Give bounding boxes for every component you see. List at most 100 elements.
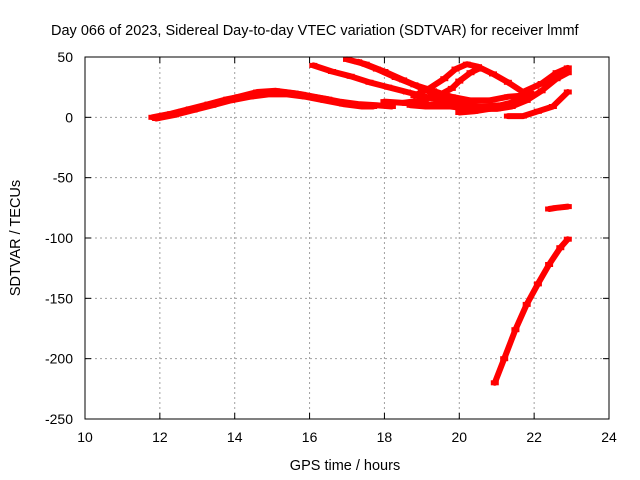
data-point [197, 104, 205, 109]
data-point [522, 97, 531, 103]
series-line [407, 102, 455, 110]
series-track-14 [490, 236, 572, 386]
data-point [417, 97, 426, 103]
data-point [548, 104, 557, 109]
data-point [410, 93, 419, 99]
data-point [339, 101, 348, 107]
data-point [358, 104, 366, 109]
x-tick-label: 10 [77, 429, 93, 445]
data-point [410, 82, 419, 88]
data-point [425, 85, 434, 91]
data-point [455, 78, 464, 84]
data-point [447, 94, 456, 100]
data-point [215, 99, 224, 105]
data-point [511, 327, 520, 333]
data-point [474, 64, 482, 70]
x-tick-label: 24 [601, 429, 617, 445]
x-tick-labels: 10 12 14 16 18 20 22 24 [77, 429, 617, 445]
data-point [500, 356, 509, 362]
data-point [354, 59, 363, 65]
data-point [264, 91, 273, 97]
data-point [309, 62, 318, 68]
data-point [503, 94, 512, 100]
data-point [455, 100, 464, 106]
data-point [346, 73, 355, 79]
y-tick-labels: 50 0 -50 -100 -150 -200 -250 [45, 49, 73, 427]
data-point [399, 100, 408, 106]
data-point [563, 65, 572, 71]
data-point [290, 90, 299, 96]
data-point [470, 108, 479, 114]
data-point [552, 76, 561, 82]
data-point [271, 88, 280, 94]
data-point [387, 104, 396, 109]
series-line [160, 87, 332, 120]
data-point [537, 81, 546, 86]
data-point [253, 89, 262, 95]
data-point [455, 110, 464, 115]
axis-ticks [84, 56, 610, 420]
data-point [563, 236, 572, 242]
series-track-12 [503, 89, 572, 120]
data-point [537, 88, 546, 94]
data-point [372, 66, 381, 72]
data-point [466, 97, 475, 103]
data-point [466, 70, 475, 76]
x-tick-label: 12 [152, 429, 168, 445]
data-point [440, 99, 449, 105]
data-point [545, 206, 554, 212]
data-point [343, 56, 351, 62]
data-point [436, 104, 445, 109]
chart-title: Day 066 of 2023, Sidereal Day-to-day VTE… [51, 23, 580, 39]
data-point [451, 66, 460, 72]
data-point [518, 89, 527, 95]
data-point [365, 79, 374, 85]
y-tick-label: -50 [53, 170, 73, 186]
y-tick-label: -150 [45, 290, 73, 306]
data-point [533, 281, 542, 287]
data-point [522, 301, 531, 307]
data-point [503, 113, 512, 119]
y-tick-label: 50 [57, 49, 73, 65]
x-tick-label: 20 [451, 429, 467, 445]
y-axis-label: SDTVAR / TECUs [8, 180, 24, 296]
data-point [440, 76, 449, 82]
data-point [384, 84, 393, 90]
data-point [406, 102, 415, 108]
data-point [515, 97, 524, 103]
data-point [447, 85, 456, 91]
data-point [402, 89, 411, 95]
data-point [556, 245, 565, 251]
data-point [324, 96, 333, 102]
data-point [500, 102, 509, 108]
data-point [369, 104, 378, 109]
x-tick-label: 22 [526, 429, 542, 445]
data-point [507, 104, 516, 109]
data-point [518, 113, 527, 119]
data-point [178, 108, 187, 114]
x-tick-label: 14 [227, 429, 243, 445]
y-tick-label: -100 [45, 230, 73, 246]
x-tick-label: 18 [377, 429, 393, 445]
data-point [485, 97, 494, 103]
y-tick-label: -200 [45, 351, 73, 367]
x-axis-label: GPS time / hours [290, 458, 400, 474]
data-point [503, 79, 512, 85]
data-point [380, 99, 389, 105]
series-track-13 [545, 203, 572, 212]
data-point [563, 70, 572, 76]
data-point [152, 116, 161, 121]
series-track-11 [455, 90, 535, 116]
data-point [462, 61, 471, 67]
data-point [447, 104, 456, 109]
data-point [545, 262, 554, 267]
y-tick-label: 0 [65, 109, 73, 125]
data-point [563, 204, 572, 210]
data-point [455, 105, 464, 111]
series-track-10 [406, 102, 456, 110]
data-point [526, 90, 535, 96]
data-point [489, 71, 497, 77]
data-point [328, 69, 336, 74]
data-point [533, 108, 542, 114]
